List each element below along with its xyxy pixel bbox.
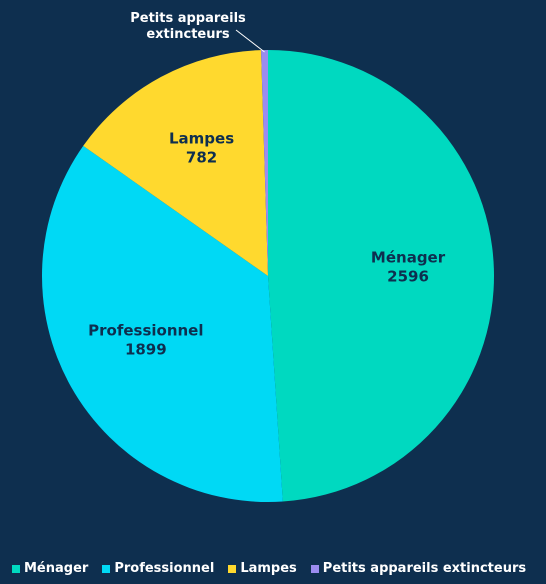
pie-slice-menager <box>268 50 494 502</box>
legend: Ménager Professionnel Lampes Petits apparei… <box>12 561 526 576</box>
pie-slice-lampes <box>83 50 269 277</box>
pie-slice-petits-appareils-extincteurs <box>261 50 268 276</box>
legend-item-professionnel: Professionnel <box>102 561 214 576</box>
legend-label-lampes: Lampes <box>240 561 297 576</box>
legend-item-lampes: Lampes <box>228 561 297 576</box>
legend-swatch-lampes <box>228 564 237 573</box>
data-label-petits-appareils-extincteurs: Petits appareils extincteurs <box>130 11 246 42</box>
legend-item-petits-appareils-extincteurs: Petits appareils extincteurs <box>310 561 527 576</box>
legend-swatch-menager <box>12 564 20 573</box>
leader-line-petits-appareils-extincteurs <box>235 29 265 53</box>
legend-swatch-petits-appareils-extincteurs <box>310 564 319 573</box>
legend-label-petits-appareils-extincteurs: Petits appareils extincteurs <box>322 561 527 576</box>
data-label-menager: Ménager 2596 <box>371 248 446 285</box>
pie-slice-professionnel <box>42 145 283 502</box>
data-label-lampes: Lampes 782 <box>169 130 234 167</box>
legend-label-professionnel: Professionnel <box>114 561 215 576</box>
legend-swatch-professionnel <box>102 564 111 573</box>
legend-label-menager: Ménager <box>24 561 89 576</box>
data-label-professionnel: Professionnel 1899 <box>88 322 203 359</box>
legend-item-menager: Ménager <box>12 561 88 576</box>
